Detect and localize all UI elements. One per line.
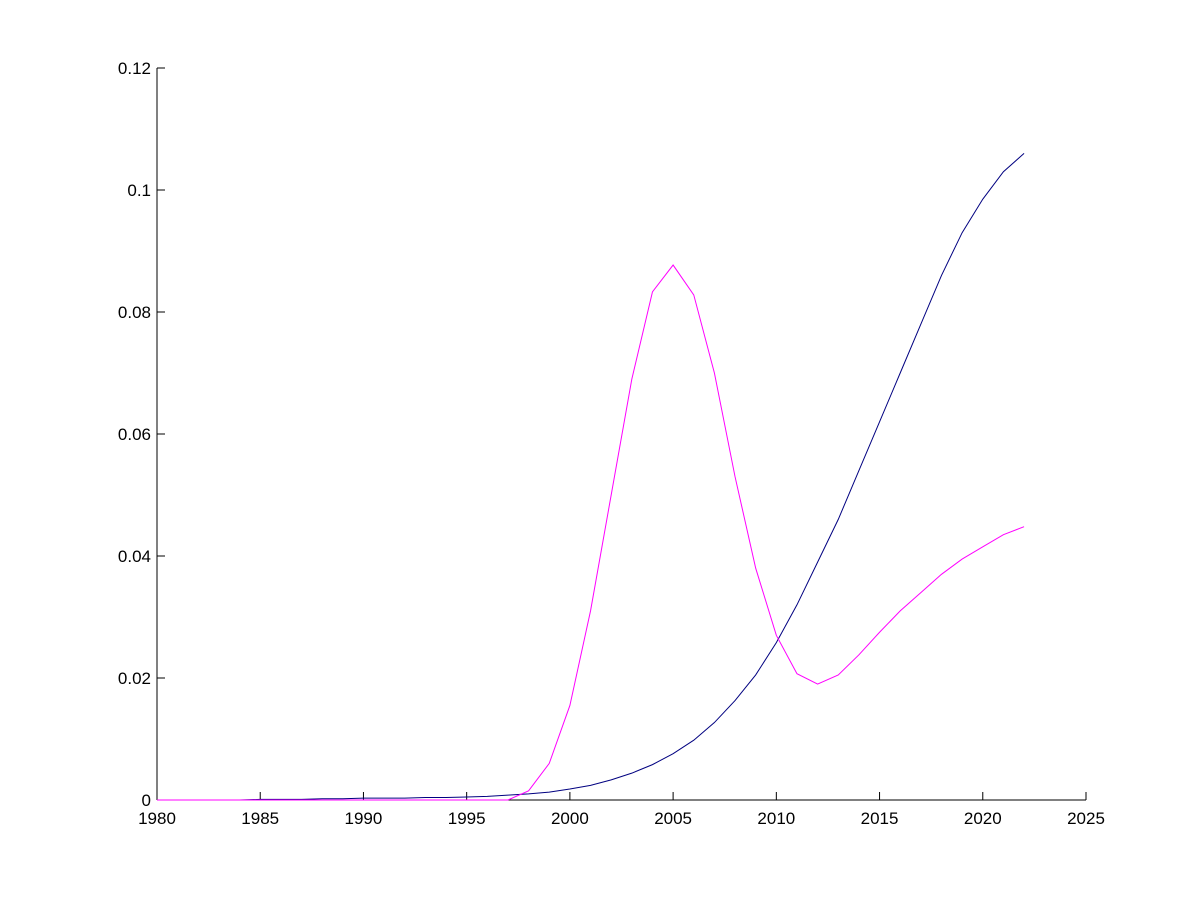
x-tick-label: 2025 xyxy=(1067,809,1105,828)
x-tick-label: 1995 xyxy=(448,809,486,828)
y-tick-label: 0.04 xyxy=(118,547,151,566)
x-tick-label: 1990 xyxy=(345,809,383,828)
x-tick-label: 2015 xyxy=(861,809,899,828)
y-tick-label: 0.1 xyxy=(127,181,151,200)
x-tick-label: 1980 xyxy=(138,809,176,828)
y-tick-label: 0.12 xyxy=(118,59,151,78)
y-tick-label: 0.02 xyxy=(118,669,151,688)
x-tick-label: 2020 xyxy=(964,809,1002,828)
x-tick-label: 2000 xyxy=(551,809,589,828)
series-line xyxy=(157,264,1025,801)
x-tick-label: 2010 xyxy=(757,809,795,828)
series-line xyxy=(157,153,1025,801)
x-tick-label: 2005 xyxy=(654,809,692,828)
y-tick-label: 0 xyxy=(142,791,151,810)
x-tick-label: 1985 xyxy=(241,809,279,828)
y-tick-label: 0.06 xyxy=(118,425,151,444)
y-tick-label: 0.08 xyxy=(118,303,151,322)
